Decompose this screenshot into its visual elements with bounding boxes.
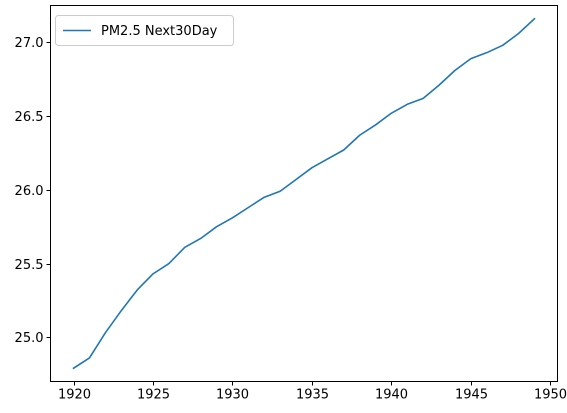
x-tick-label-1925: 1925 (137, 388, 170, 403)
x-tick-label-1940: 1940 (375, 388, 408, 403)
series-line-0 (72, 17, 536, 370)
axes-frame (50, 5, 558, 382)
legend-box (55, 15, 234, 46)
x-tick-label-1930: 1930 (216, 388, 249, 403)
y-tick-label-25.5: 25.5 (15, 258, 44, 273)
y-tick-label-26: 26.0 (15, 184, 44, 199)
x-tick-label-1935: 1935 (296, 388, 329, 403)
y-tick-label-26.5: 26.5 (15, 110, 44, 125)
legend: PM2.5 Next30Day (55, 15, 234, 46)
x-tick-label-1920: 1920 (58, 388, 91, 403)
plot-area: 1920 1925 1930 1935 1940 1945 1950 25.0 25.5 26.0… (15, 5, 567, 403)
legend-label: PM2.5 Next30Day (101, 24, 218, 39)
series-layer (72, 17, 536, 370)
x-tick-label-1945: 1945 (455, 388, 488, 403)
x-tick-label-1950: 1950 (534, 388, 567, 403)
y-tick-label-27: 27.0 (15, 36, 44, 51)
y-tick-label-25: 25.0 (15, 331, 44, 346)
